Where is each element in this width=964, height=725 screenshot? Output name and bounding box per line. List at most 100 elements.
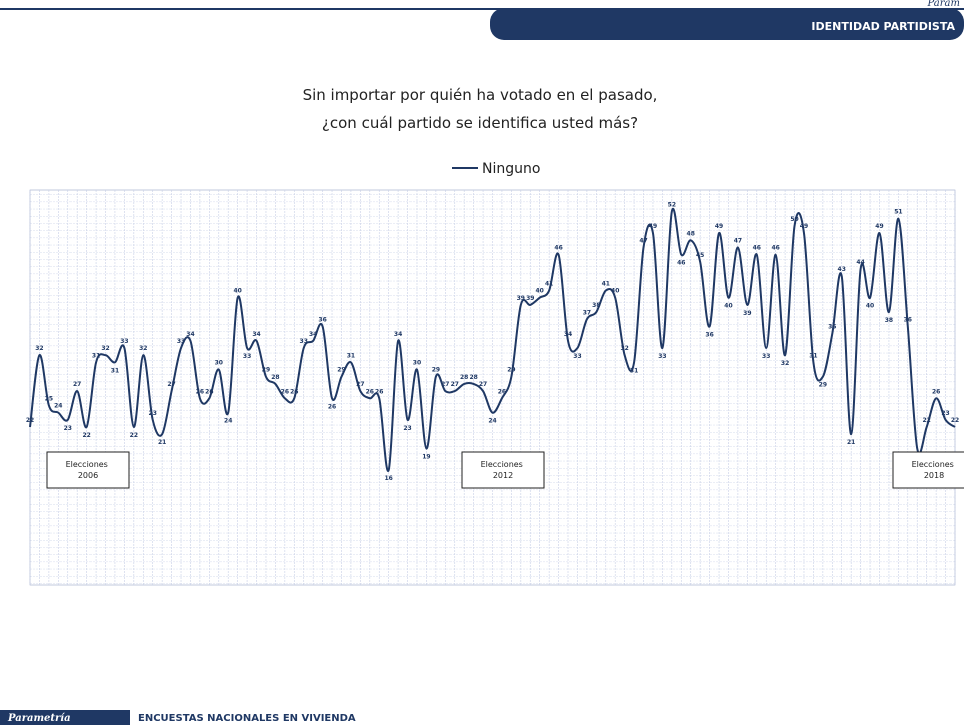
data-label: 49: [649, 223, 657, 230]
data-label: 34: [394, 331, 402, 338]
footer-brand-bar: [0, 710, 130, 725]
data-label: 24: [224, 418, 232, 425]
data-label: 30: [215, 360, 223, 367]
data-label: 34: [252, 331, 260, 338]
data-label: 40: [233, 288, 241, 295]
legend-label: Ninguno: [482, 161, 540, 177]
data-label: 48: [687, 230, 695, 237]
data-label: 26: [498, 388, 506, 395]
data-label: 26: [196, 388, 204, 395]
data-label: 33: [762, 353, 770, 360]
data-label: 51: [894, 209, 902, 216]
section-title: IDENTIDAD PARTIDISTA: [811, 20, 955, 33]
data-label: 41: [545, 281, 553, 288]
data-label: 26: [366, 388, 374, 395]
chart-title: Sin importar por quién ha votado en el p…: [303, 86, 658, 104]
footer-brand: Parametría: [7, 713, 71, 724]
data-label: 36: [705, 331, 713, 338]
data-label: 33: [177, 338, 185, 345]
data-label: 47: [734, 237, 742, 244]
series-line: [29, 207, 956, 472]
data-label: 47: [639, 237, 647, 244]
data-label: 29: [819, 382, 827, 389]
data-label: 27: [73, 381, 81, 388]
data-label: 52: [668, 202, 676, 209]
data-label: 46: [753, 245, 761, 252]
data-label: 21: [847, 439, 855, 446]
data-label: 31: [92, 352, 100, 359]
data-label: 26: [932, 388, 940, 395]
annotation-box: [46, 451, 130, 489]
annotation-box: [461, 451, 545, 489]
data-label: 49: [875, 223, 883, 230]
data-label: 40: [536, 288, 544, 295]
data-label: 29: [262, 367, 270, 374]
chart-title: ¿con cuál partido se identifica usted má…: [322, 114, 638, 132]
data-label: 38: [885, 317, 893, 324]
data-label: 34: [564, 331, 572, 338]
data-label: 31: [809, 352, 817, 359]
data-label: 33: [300, 338, 308, 345]
data-label: 31: [111, 367, 119, 374]
data-label: 29: [337, 367, 345, 374]
data-label: 27: [167, 381, 175, 388]
data-label: 32: [35, 345, 43, 352]
data-label: 35: [828, 324, 836, 331]
header-rule: [0, 8, 964, 10]
data-label: 41: [602, 281, 610, 288]
data-label: 26: [205, 388, 213, 395]
data-label: 26: [328, 403, 336, 410]
annotation: Elecciones 2006: [66, 460, 111, 480]
data-label: 50: [790, 216, 798, 223]
data-label: 24: [488, 418, 496, 425]
data-label: 45: [696, 252, 704, 259]
header-bar: [490, 8, 964, 40]
data-label: 46: [554, 245, 562, 252]
data-label: 39: [526, 295, 534, 302]
data-label: 31: [347, 352, 355, 359]
brand-corner: Param: [927, 0, 960, 9]
data-label: 34: [309, 331, 317, 338]
plot-area: [29, 189, 956, 586]
data-label: 22: [82, 432, 90, 439]
data-label: 31: [630, 367, 638, 374]
data-label: 26: [290, 388, 298, 395]
data-label: 46: [771, 245, 779, 252]
data-label: 29: [507, 367, 515, 374]
data-label: 38: [592, 302, 600, 309]
data-label: 27: [451, 381, 459, 388]
data-label: 25: [45, 395, 53, 402]
data-label: 26: [375, 388, 383, 395]
data-label: 39: [517, 295, 525, 302]
data-label: 33: [243, 353, 251, 360]
data-label: 29: [432, 367, 440, 374]
data-label: 19: [422, 454, 430, 461]
data-label: 49: [800, 223, 808, 230]
data-label: 22: [130, 432, 138, 439]
data-label: 37: [583, 309, 591, 316]
data-label: 24: [54, 403, 62, 410]
data-label: 40: [866, 303, 874, 310]
data-label: 22: [26, 417, 34, 424]
data-label: 30: [413, 360, 421, 367]
annotation-box: [892, 451, 964, 489]
data-label: 36: [318, 316, 326, 323]
data-label: 39: [743, 310, 751, 317]
annotation: Elecciones 2012: [481, 460, 526, 480]
data-label: 32: [620, 345, 628, 352]
annotation: Elecciones 2018: [912, 460, 957, 480]
data-label: 28: [460, 374, 468, 381]
data-label: 33: [658, 353, 666, 360]
data-label: 27: [356, 381, 364, 388]
data-label: 22: [923, 417, 931, 424]
data-label: 22: [951, 417, 959, 424]
data-label: 28: [271, 374, 279, 381]
data-label: 32: [101, 345, 109, 352]
data-label: 26: [281, 388, 289, 395]
footer-text: ENCUESTAS NACIONALES EN VIVIENDA: [138, 713, 356, 724]
data-label: 23: [64, 425, 72, 432]
data-label: 33: [573, 353, 581, 360]
data-label: 23: [941, 410, 949, 417]
data-label: 36: [904, 316, 912, 323]
